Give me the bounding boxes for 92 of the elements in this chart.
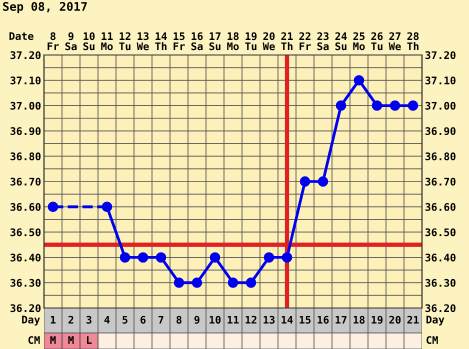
x-tick-label: 9 [194,316,200,324]
x-tick-label: 6 [140,316,146,324]
x-tick-label: 8 [176,316,182,324]
point [120,252,130,263]
text: M [68,336,74,344]
x-tick-label: 3 [86,316,92,324]
y-tick-label: 37.00 [10,102,41,110]
text: Day [426,316,444,326]
chart-title: Sep 08, 2017 [3,2,87,14]
text: M [50,336,56,344]
y-tick-label: 37.10 [10,76,41,84]
x-tick-label: 14 [282,316,293,324]
x2-tick-label: 18 Mo [227,32,239,50]
y2-tick-label: 36.70 [425,178,456,186]
point [372,100,382,111]
x2-tick-label: 21 Th [281,32,293,50]
x2-tick-label: 28 Th [407,32,419,50]
x2-tick-label: 25 Mo [353,32,365,50]
y-tick-label: 36.40 [10,254,41,262]
x-tick-label: 1 [50,316,56,324]
y2-tick-label: 36.30 [425,278,456,287]
x2-tick-label: 10 Su [83,32,95,50]
x2-tick-label: 19 Tu [245,32,257,50]
y2-tick-label: 36.50 [425,228,456,236]
x2-tick-label: 26 Tu [371,32,383,50]
x-tick-label: 13 [264,316,275,324]
y2-tick-label: 36.90 [425,127,456,136]
y2-tick-label: 36.80 [425,152,456,160]
y-tick-label: 37.20 [10,51,41,60]
x2-tick-label: 13 We [136,32,149,50]
y2-tick-label: 36.40 [425,254,456,262]
point [282,252,292,263]
y-tick-label: 36.70 [10,178,41,186]
y-tick-label: 36.80 [10,152,41,160]
x2-tick-label: 16 Sa [191,32,203,50]
x-tick-label: 10 [210,316,221,324]
x2-tick-label: 22 Fr [299,32,311,50]
point [354,75,364,86]
point [102,202,112,212]
point [48,202,58,212]
x2-tick-label: 15 Fr [174,32,185,50]
x2-tick-label: 9 Sa [65,32,77,50]
text: L [87,336,92,344]
y2-tick-label: 37.10 [425,76,456,84]
x2-tick-label: 23 Sa [317,32,329,50]
x-tick-label: 11 [228,316,239,324]
x-tick-label: 19 [372,316,383,324]
point [336,100,346,111]
point [390,100,400,111]
x-tick-label: 12 [246,316,256,324]
x-tick-label: 17 [336,316,346,324]
y2-tick-label: 36.20 [425,304,456,312]
y-tick-label: 36.20 [10,304,41,312]
y2-tick-label: 36.60 [425,203,456,211]
point [264,252,274,263]
x2-tick-label: 8 Fr [48,32,59,50]
x-tick-label: 20 [389,316,401,324]
x2-tick-label: 27 We [388,32,401,50]
x2-tick-label: 17 Su [209,32,220,50]
x-tick-label: 16 [318,316,329,324]
x-tick-label: 2 [68,316,74,324]
x-tick-label: 21 [407,316,419,324]
y-tick-label: 36.90 [10,127,41,136]
point [408,100,418,111]
point [192,277,202,288]
point [246,277,256,288]
y2-tick-label: 37.00 [425,102,456,110]
x2-tick-label: 24 Su [335,32,347,50]
point [174,277,184,288]
point [210,252,220,263]
text: CM [426,336,438,344]
x2-tick-label: 11 Mo [101,32,113,50]
point [156,252,166,263]
x-tick-label: 5 [122,316,128,324]
point [138,252,148,263]
x-tick-label: 4 [104,316,110,324]
x2-axis-title: Date [9,32,34,40]
y-tick-label: 36.60 [10,203,41,211]
point [300,176,310,187]
x-axis-title: Day [22,316,40,326]
x2-tick-label: 20 We [262,32,275,50]
point [318,176,328,187]
x-tick-label: 7 [158,316,164,324]
text: CM [28,336,40,344]
x2-tick-label: 12 Tu [119,32,130,50]
x-tick-label: 15 [300,316,311,324]
x-tick-label: 18 [354,316,365,324]
y2-tick-label: 37.20 [425,51,456,60]
y-tick-label: 36.50 [10,228,41,236]
x2-tick-label: 14 Th [155,32,167,50]
y-tick-label: 36.30 [10,278,41,287]
point [228,277,238,288]
